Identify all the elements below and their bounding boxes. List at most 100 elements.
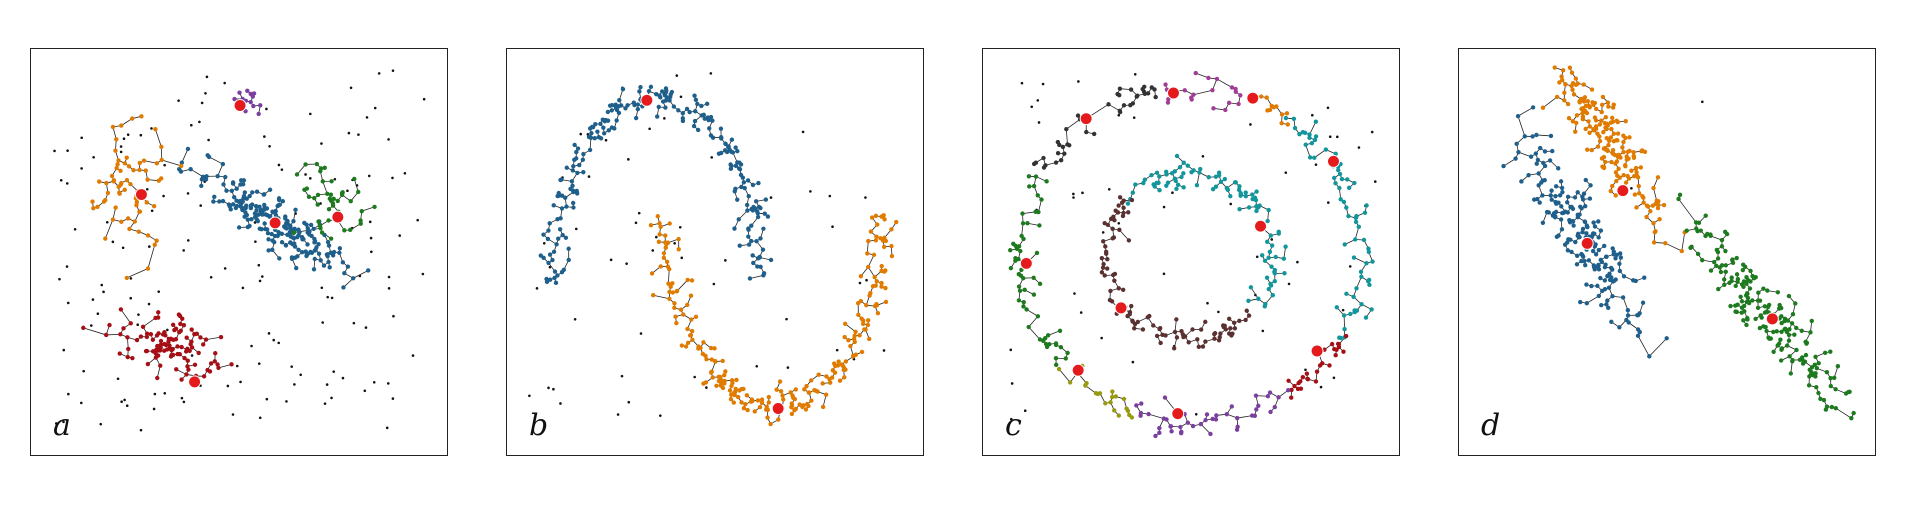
data-point [288, 225, 293, 230]
data-point [881, 244, 887, 250]
data-point [669, 89, 675, 95]
data-point [253, 204, 259, 209]
noise-point [367, 174, 371, 178]
noise-point [136, 323, 139, 327]
data-point [1045, 333, 1051, 338]
data-point [1252, 413, 1258, 418]
data-point [1600, 288, 1605, 294]
data-point [789, 411, 795, 417]
data-point [722, 372, 727, 378]
data-point [1243, 193, 1249, 199]
centers-c [1019, 86, 1340, 421]
data-point [556, 236, 561, 241]
data-point [1574, 113, 1580, 118]
data-point [1225, 187, 1231, 193]
noise-point [89, 324, 93, 327]
data-point [318, 226, 323, 231]
data-point [1151, 182, 1156, 187]
data-point [1514, 141, 1519, 146]
data-point [1739, 310, 1744, 315]
data-point [813, 388, 819, 393]
data-point [1213, 184, 1219, 189]
data-point [1133, 182, 1138, 187]
noise-point [122, 137, 126, 141]
data-point [657, 221, 662, 226]
cluster-center-blue [640, 93, 654, 107]
data-point [248, 203, 254, 208]
data-point [1031, 161, 1037, 167]
noise-point [1020, 81, 1024, 85]
data-point [216, 365, 221, 371]
data-point [667, 289, 672, 295]
data-point [1578, 204, 1583, 210]
data-point [1606, 104, 1611, 109]
data-point [1022, 287, 1027, 293]
data-point [749, 238, 754, 244]
data-point [245, 88, 250, 94]
data-point [1648, 208, 1653, 214]
noise-point [150, 127, 153, 130]
data-point [229, 188, 235, 194]
data-point [1298, 379, 1303, 384]
data-point [1582, 219, 1587, 224]
data-point [1216, 173, 1222, 178]
data-point [1158, 340, 1163, 346]
data-point [1186, 340, 1191, 345]
data-point [1213, 417, 1219, 422]
data-point [1198, 327, 1204, 332]
data-point [97, 179, 102, 184]
data-point [291, 219, 296, 224]
data-point [1346, 185, 1352, 190]
data-point [1157, 325, 1163, 331]
data-point [1067, 380, 1073, 385]
data-point [107, 322, 112, 328]
data-point [1333, 181, 1338, 186]
data-point [312, 240, 317, 245]
noise-point [204, 91, 207, 95]
data-point [1573, 129, 1578, 134]
data-point [1530, 105, 1536, 110]
cluster-center-red [188, 375, 202, 389]
data-point [695, 101, 700, 107]
data-point [1608, 188, 1613, 194]
data-point [241, 182, 246, 187]
data-point [1174, 317, 1179, 322]
data-point [748, 399, 754, 404]
data-point [237, 90, 242, 95]
data-point [1127, 312, 1132, 317]
data-point [735, 148, 740, 154]
data-point [1774, 329, 1779, 334]
data-point [277, 256, 282, 261]
data-point [1265, 108, 1270, 113]
data-point [1285, 122, 1290, 127]
data-point [1238, 93, 1243, 98]
data-point [1719, 263, 1725, 268]
data-point [823, 392, 829, 397]
data-point [316, 219, 321, 224]
noise-point [182, 249, 185, 252]
data-point [314, 161, 320, 167]
data-point [1612, 152, 1617, 158]
data-point [1267, 249, 1273, 255]
data-point [790, 393, 795, 398]
data-point [1272, 267, 1278, 273]
data-point [1185, 420, 1190, 425]
data-point [1694, 226, 1699, 231]
data-point [1629, 168, 1634, 173]
data-point [177, 167, 182, 172]
data-point [1036, 209, 1041, 215]
noise-point [116, 377, 120, 381]
data-point [1750, 273, 1755, 279]
data-point [1851, 410, 1856, 416]
data-point [1716, 286, 1721, 292]
noise-point [267, 332, 271, 335]
data-point [1103, 249, 1109, 254]
noise-point [785, 317, 788, 321]
data-point [648, 223, 654, 228]
tree-edge [120, 309, 132, 324]
data-point [704, 101, 710, 107]
data-point [600, 117, 606, 122]
data-point [672, 305, 677, 311]
data-point [1304, 371, 1310, 376]
data-point [1590, 248, 1596, 254]
